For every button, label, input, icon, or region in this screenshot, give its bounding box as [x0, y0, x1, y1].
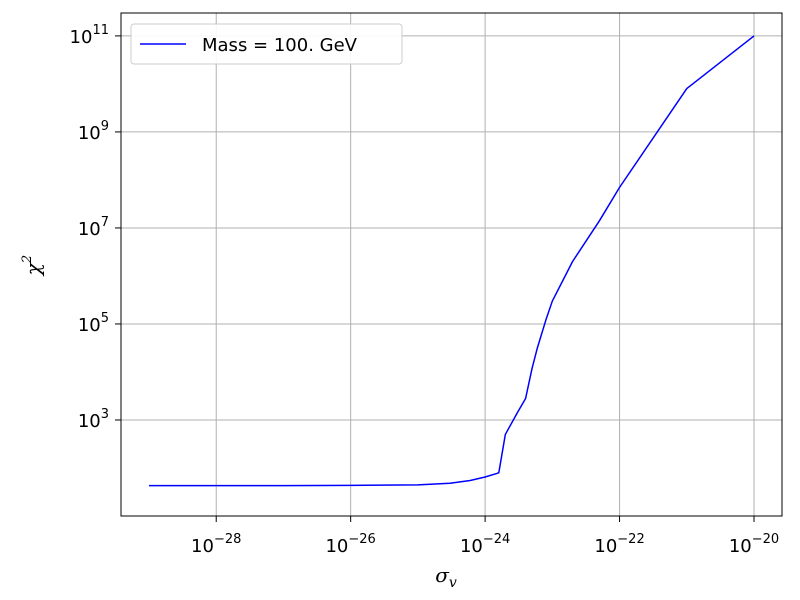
y-tick-label: 1011	[70, 23, 109, 48]
y-tick-label-exponent: 7	[101, 215, 109, 230]
x-axis-label-main: σ	[435, 563, 450, 587]
x-tick-label: 10−24	[460, 532, 510, 557]
y-tick-label: 107	[78, 215, 109, 240]
x-tick-label: 10−28	[191, 532, 241, 557]
y-tick-label: 105	[78, 311, 109, 336]
x-axis: 10−28 10−26 10−24 10−22 10−20	[191, 516, 779, 557]
x-tick-label-exponent: −20	[752, 532, 779, 547]
x-tick-label: 10−20	[729, 532, 779, 557]
y-tick-label-base: 10	[70, 27, 93, 48]
legend: Mass = 100. GeV	[130, 23, 403, 65]
y-axis-label: χ2	[20, 255, 45, 277]
y-tick-label: 109	[78, 119, 109, 144]
legend-box	[130, 23, 403, 65]
y-tick-label-exponent: 3	[101, 407, 109, 422]
y-tick-label-exponent: 11	[92, 23, 109, 38]
series-line	[149, 35, 755, 487]
x-tick-label-base: 10	[460, 536, 483, 557]
x-axis-label-subscript: v	[449, 575, 457, 591]
y-tick-label-base: 10	[78, 315, 101, 336]
plot-frame	[120, 12, 783, 517]
x-tick-label-exponent: −24	[483, 532, 510, 547]
y-axis-label-main: χ	[21, 261, 45, 277]
x-tick-label: 10−22	[594, 532, 644, 557]
series-layer	[149, 35, 755, 487]
y-tick-label-base: 10	[78, 123, 101, 144]
x-tick-label-base: 10	[325, 536, 348, 557]
legend-entry-label: Mass = 100. GeV	[202, 35, 358, 56]
x-tick-label-base: 10	[594, 536, 617, 557]
x-tick-label-exponent: −22	[617, 532, 644, 547]
x-tick-label-base: 10	[191, 536, 214, 557]
grid	[121, 13, 782, 516]
x-axis-label: σv	[435, 563, 457, 591]
x-tick-label: 10−26	[325, 532, 375, 557]
x-tick-label-exponent: −26	[348, 532, 375, 547]
x-tick-label-base: 10	[729, 536, 752, 557]
x-tick-label-exponent: −28	[214, 532, 241, 547]
y-tick-label-exponent: 5	[101, 311, 109, 326]
y-tick-label: 103	[78, 407, 109, 432]
y-axis-label-superscript: 2	[20, 255, 35, 264]
y-tick-label-exponent: 9	[101, 119, 109, 134]
y-tick-label-base: 10	[78, 411, 101, 432]
y-tick-label-base: 10	[78, 219, 101, 240]
